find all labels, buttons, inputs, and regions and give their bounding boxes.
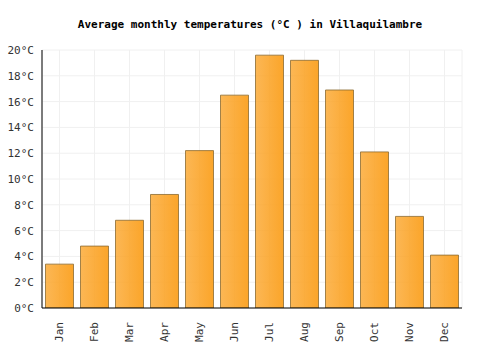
svg-text:Feb: Feb [88, 322, 101, 342]
svg-text:Jan: Jan [53, 322, 66, 342]
svg-text:18°C: 18°C [8, 70, 34, 83]
svg-text:Apr: Apr [158, 322, 171, 342]
svg-text:Sep: Sep [333, 322, 346, 342]
svg-text:14°C: 14°C [8, 121, 34, 134]
svg-text:8°C: 8°C [14, 199, 34, 212]
svg-text:0°C: 0°C [14, 302, 34, 315]
svg-text:Oct: Oct [368, 322, 381, 342]
svg-text:Dec: Dec [438, 322, 451, 342]
svg-text:6°C: 6°C [14, 225, 34, 238]
svg-text:Mar: Mar [123, 322, 136, 342]
svg-text:20°C: 20°C [8, 44, 34, 57]
html-text:Average monthly temperatures (: Average monthly temperatures (°C ) in Vi… [77, 18, 423, 31]
svg-text:Jul: Jul [263, 322, 276, 342]
svg-text:12°C: 12°C [8, 147, 34, 160]
svg-text:Nov: Nov [403, 322, 416, 342]
svg-text:May: May [193, 322, 206, 342]
svg-text:10°C: 10°C [8, 173, 34, 186]
svg-text:Aug: Aug [298, 322, 311, 342]
svg-text:4°C: 4°C [14, 250, 34, 263]
svg-text:Jun: Jun [228, 322, 241, 342]
svg-text:16°C: 16°C [8, 96, 34, 109]
svg-text:2°C: 2°C [14, 276, 34, 289]
